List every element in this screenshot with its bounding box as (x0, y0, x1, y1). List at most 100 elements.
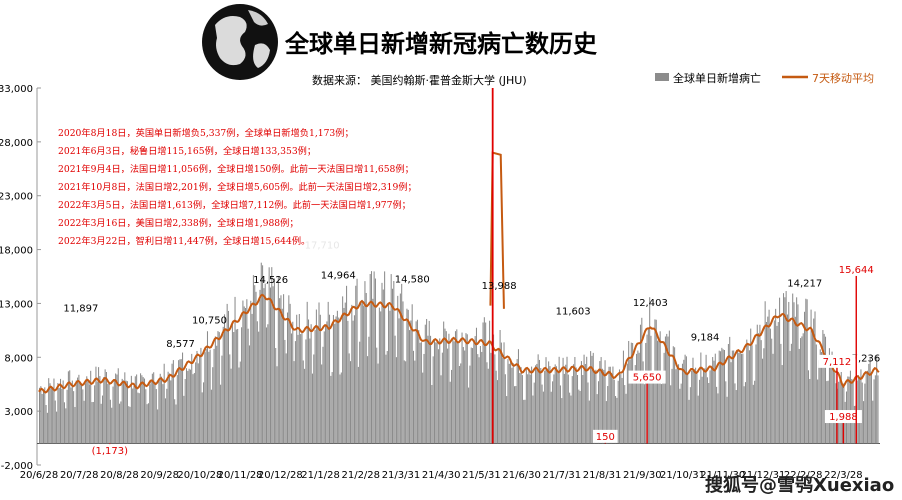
daily-bar (789, 350, 791, 444)
daily-bar (300, 334, 302, 444)
daily-bar (793, 302, 795, 444)
daily-bar (735, 390, 737, 444)
daily-bar (461, 332, 463, 444)
daily-bar (238, 367, 240, 444)
legend: 全球单日新增病亡 7天移动平均 (655, 71, 874, 85)
daily-bar (765, 321, 767, 444)
daily-bar (296, 314, 298, 444)
daily-bar (99, 376, 101, 444)
daily-bar (828, 348, 830, 444)
daily-bar (57, 382, 59, 444)
daily-bar (578, 389, 580, 444)
daily-bar (681, 363, 684, 444)
daily-bar (302, 360, 304, 444)
daily-bar (746, 339, 748, 444)
source-note: 数据来源： 美国约翰斯·霍普金斯大学 (JHU) (312, 73, 527, 87)
daily-bar (385, 354, 387, 444)
daily-bar (214, 336, 216, 444)
daily-bar (111, 407, 113, 444)
daily-bar (479, 346, 481, 444)
daily-bar (335, 316, 337, 444)
daily-bar (384, 271, 386, 444)
daily-bar (353, 315, 355, 444)
daily-bar (813, 318, 815, 444)
daily-bar (722, 349, 724, 444)
daily-bar (458, 365, 460, 444)
daily-bar (863, 401, 865, 444)
daily-bar (751, 345, 753, 444)
daily-bar (496, 380, 498, 444)
x-tick-label: 20/11/28 (218, 470, 263, 481)
daily-bar (178, 360, 180, 444)
daily-bar (788, 301, 790, 444)
daily-bar (706, 377, 708, 444)
daily-bar (54, 400, 56, 444)
daily-bar (259, 289, 261, 444)
x-tick-label: 20/8/28 (100, 470, 139, 481)
daily-bar (74, 406, 76, 444)
daily-bar (674, 347, 676, 444)
daily-bar (437, 349, 439, 444)
red-label: 5,650 (633, 373, 662, 384)
daily-bar (499, 329, 501, 444)
daily-bar (226, 303, 228, 444)
daily-bar (507, 359, 509, 444)
daily-bar (609, 366, 611, 444)
x-tick-label: 21/5/31 (462, 470, 501, 481)
daily-bar (188, 368, 190, 444)
daily-bar (125, 380, 127, 444)
daily-bar (407, 309, 409, 444)
daily-bar (86, 376, 88, 444)
daily-bar (334, 323, 336, 444)
daily-bar (709, 370, 711, 444)
daily-bar (141, 375, 143, 444)
daily-bar (100, 403, 102, 444)
daily-bar (357, 366, 359, 444)
daily-bar (108, 381, 110, 444)
daily-bar (468, 387, 470, 444)
daily-bar (519, 373, 521, 444)
daily-bar (229, 354, 231, 444)
moving-average-spike (489, 151, 505, 309)
daily-bar (424, 324, 426, 444)
daily-bar (575, 367, 577, 444)
daily-bar (448, 333, 450, 444)
daily-bar (370, 271, 373, 444)
daily-bar (650, 335, 652, 444)
daily-bar (500, 342, 502, 444)
daily-bar (435, 342, 437, 444)
daily-bar (801, 336, 803, 444)
daily-bar (524, 399, 526, 444)
daily-bar (776, 325, 778, 444)
daily-bar (708, 383, 710, 444)
daily-bar (870, 373, 872, 444)
daily-bar (567, 374, 569, 444)
daily-bar (398, 318, 400, 444)
red-label-bg (628, 370, 666, 384)
daily-bar (161, 376, 163, 444)
daily-bar (806, 299, 808, 444)
daily-bar (634, 365, 636, 444)
daily-bar (150, 380, 152, 444)
daily-bar (233, 332, 235, 444)
daily-bar (584, 363, 586, 444)
daily-bar (271, 267, 273, 444)
x-tick-label: 21/9/30 (623, 470, 662, 481)
daily-bar (733, 350, 735, 444)
daily-bar (803, 311, 806, 444)
peak-label: 8,577 (166, 339, 195, 350)
daily-bar (222, 326, 224, 444)
daily-bar (73, 391, 75, 444)
daily-bar (632, 342, 634, 444)
daily-bar (235, 329, 237, 444)
daily-bar (197, 363, 199, 444)
daily-bar (130, 375, 132, 444)
red-label-bg (85, 444, 135, 458)
daily-bar (82, 389, 84, 444)
bar-series (39, 262, 879, 444)
daily-bar (864, 383, 866, 444)
daily-bar (121, 378, 123, 444)
daily-bar (430, 335, 432, 444)
daily-bar (597, 381, 600, 444)
daily-bar (155, 389, 157, 444)
